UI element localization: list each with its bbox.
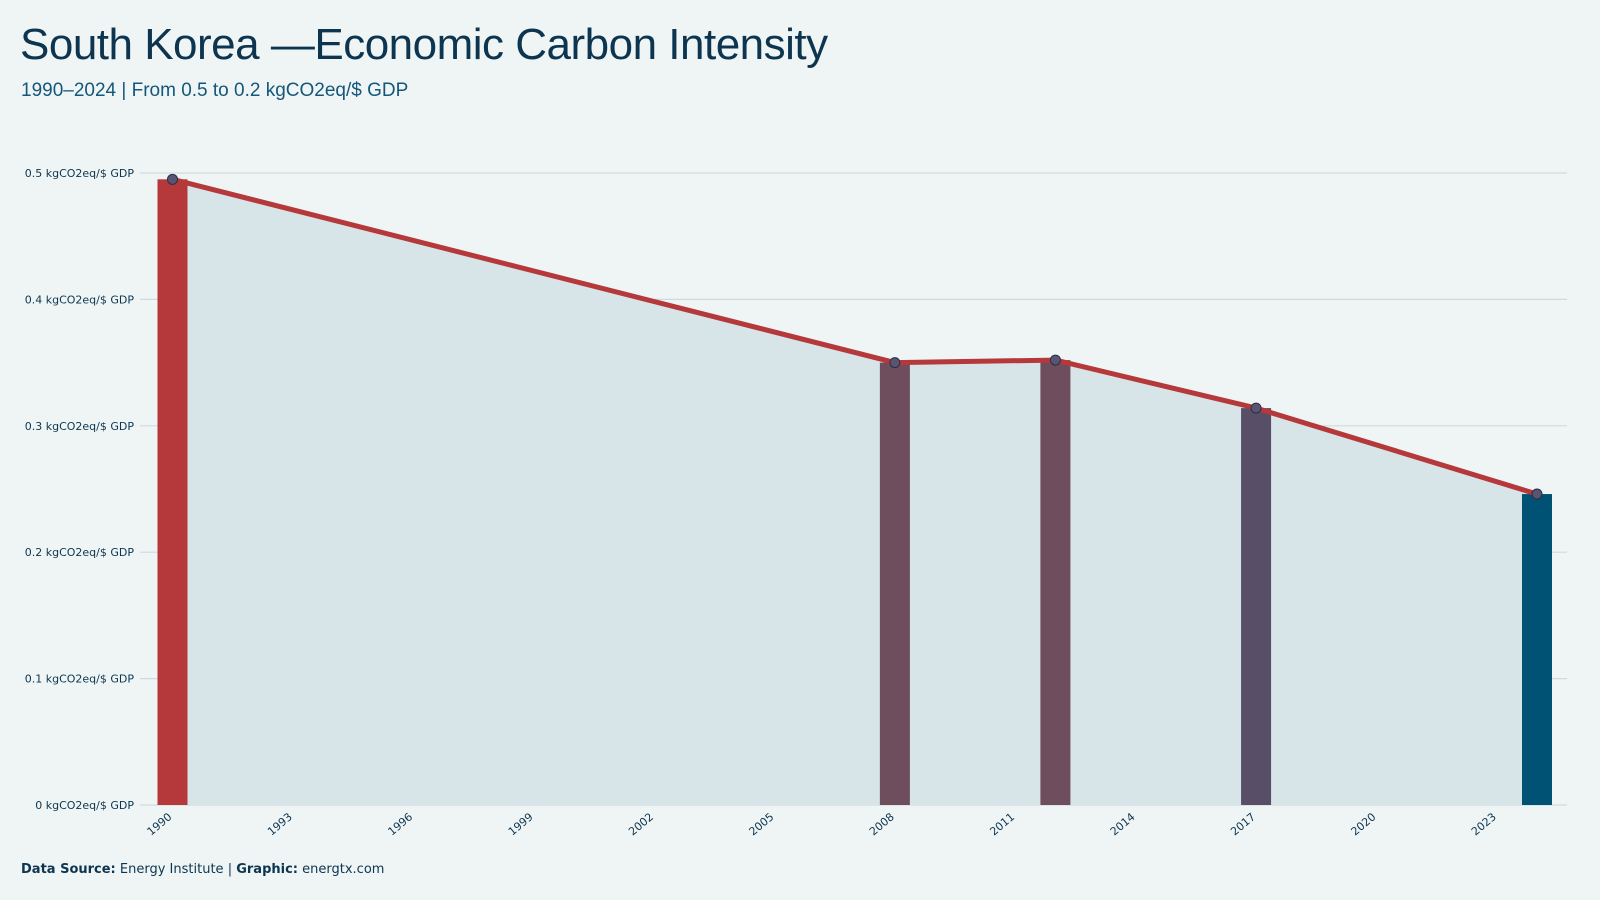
bar-2012 (1040, 360, 1071, 805)
y-tick-label: 0.2 kgCO2eq/$ GDP (25, 546, 135, 559)
x-tick-label: 1999 (506, 810, 536, 838)
bar-2008 (879, 362, 910, 805)
y-tick-label: 0.5 kgCO2eq/$ GDP (25, 167, 135, 180)
bar-2024 (1522, 494, 1552, 805)
y-tick-label: 0 kgCO2eq/$ GDP (35, 799, 134, 812)
data-point-2017 (1250, 402, 1262, 414)
data-point-1990 (167, 173, 178, 185)
data-point-2024 (1531, 488, 1543, 500)
bar-1990 (157, 179, 188, 805)
y-tick-label: 0.3 kgCO2eq/$ GDP (25, 420, 135, 433)
x-tick-label: 2014 (1108, 810, 1138, 838)
graphic-value: energtx.com (302, 862, 385, 877)
x-tick-label: 2017 (1228, 810, 1258, 838)
footer: Data Source: Energy Institute | Graphic:… (21, 862, 384, 877)
chart-subtitle: 1990–2024 | From 0.5 to 0.2 kgCO2eq/$ GD… (21, 80, 409, 101)
x-tick-label: 2005 (747, 810, 777, 838)
data-point-2008 (889, 357, 901, 369)
y-tick-label: 0.1 kgCO2eq/$ GDP (25, 673, 135, 686)
x-tick-label: 2008 (867, 810, 897, 838)
graphic-label: Graphic: (236, 862, 298, 877)
x-tick-label: 2020 (1349, 810, 1379, 838)
x-tick-label: 1996 (385, 810, 415, 838)
bar-2017 (1241, 408, 1272, 805)
x-tick-label: 2023 (1469, 810, 1499, 838)
chart-title: South Korea —Economic Carbon Intensity (20, 20, 828, 69)
source-label: Data Source: (21, 862, 116, 877)
x-tick-label: 1993 (265, 810, 295, 838)
y-tick-label: 0.4 kgCO2eq/$ GDP (25, 293, 135, 306)
footer-separator: | (227, 862, 233, 877)
data-point-2012 (1049, 354, 1061, 366)
x-tick-label: 2011 (987, 810, 1017, 838)
source-value: Energy Institute (119, 862, 224, 877)
area-fill (172, 179, 1537, 805)
x-tick-label: 2002 (626, 810, 656, 838)
x-tick-label: 1990 (145, 810, 175, 838)
